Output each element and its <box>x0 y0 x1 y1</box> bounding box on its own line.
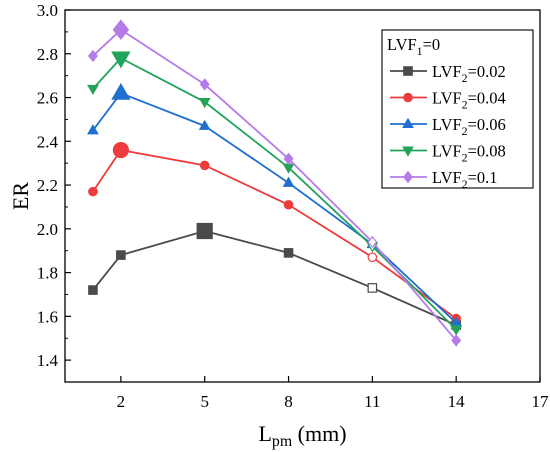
legend-marker <box>403 66 413 76</box>
series-1 <box>88 222 461 330</box>
series-line <box>92 57 457 331</box>
y-tick-label: 1.4 <box>37 351 59 370</box>
data-point <box>198 97 211 109</box>
y-tick-label: 2.0 <box>37 220 58 239</box>
x-tick-label: 8 <box>284 392 293 411</box>
y-axis-title: ER <box>8 182 33 210</box>
legend-marker <box>403 170 413 184</box>
data-point <box>196 222 213 240</box>
x-tick-label: 11 <box>364 392 380 411</box>
legend-title: LVF1=0 <box>387 35 440 58</box>
data-point <box>198 119 211 130</box>
x-tick-label: 5 <box>200 392 209 411</box>
legend-entry: LVF2=0.02 <box>432 62 506 85</box>
x-axis-title: Lpm (mm) <box>258 421 346 450</box>
series-5 <box>87 19 462 347</box>
data-point <box>283 199 294 210</box>
y-tick-label: 3.0 <box>37 1 58 20</box>
series-line <box>92 230 457 326</box>
x-tick-label: 2 <box>117 392 126 411</box>
y-tick-label: 1.8 <box>37 264 58 283</box>
y-tick-label: 2.6 <box>37 89 58 108</box>
plot-frame <box>64 9 541 383</box>
data-point <box>111 51 131 69</box>
legend-entry: LVF2=0.08 <box>432 142 506 165</box>
legend-box <box>381 29 534 189</box>
legend: LVF1=0 LVF2=0.02 LVF2=0.04 LVF2=0.06 LVF2=0.… <box>381 29 534 191</box>
legend-entry: LVF2=0.1 <box>432 168 498 191</box>
data-point <box>199 160 210 171</box>
y-tick-label: 1.6 <box>37 307 58 326</box>
series-2 <box>88 141 461 324</box>
y-tick-label: 2.2 <box>37 176 58 195</box>
legend-marker <box>402 146 414 157</box>
y-tick-label: 2.8 <box>37 45 58 64</box>
data-point <box>88 186 98 197</box>
data-point <box>111 82 131 100</box>
data-point <box>367 235 378 249</box>
data-point <box>283 152 294 166</box>
data-point <box>112 141 129 159</box>
data-point <box>87 49 98 63</box>
data-point <box>367 283 378 293</box>
legend-entry: LVF2=0.06 <box>432 115 506 138</box>
x-tick-label: 14 <box>448 392 466 411</box>
data-point <box>88 285 98 295</box>
data-point <box>87 124 99 135</box>
legend-entry: LVF2=0.04 <box>432 89 506 112</box>
data-point <box>450 325 463 336</box>
data-point <box>367 252 378 263</box>
series-line <box>92 149 457 320</box>
data-point <box>116 250 126 260</box>
legend-marker <box>402 117 414 128</box>
data-point <box>112 19 130 41</box>
data-point <box>451 334 462 347</box>
legend-marker <box>403 92 413 103</box>
x-tick-label: 17 <box>532 392 550 411</box>
data-point <box>87 84 99 96</box>
series-4 <box>87 51 463 336</box>
data-point <box>283 248 294 258</box>
data-point <box>282 176 295 187</box>
y-tick-label: 2.4 <box>37 132 59 151</box>
data-point <box>199 78 210 91</box>
